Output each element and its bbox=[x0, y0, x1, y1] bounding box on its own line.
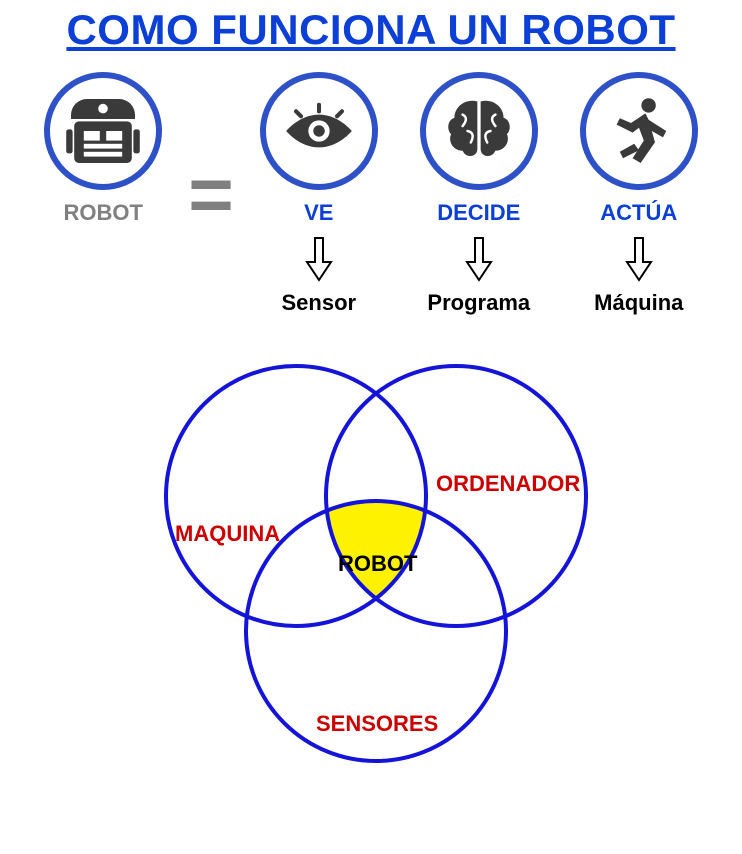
equals-sign: = bbox=[188, 135, 234, 253]
eye-circle bbox=[260, 72, 378, 190]
runner-icon bbox=[599, 91, 679, 171]
brain-circle bbox=[420, 72, 538, 190]
equation-row: ROBOT = VE Sensor bbox=[0, 72, 742, 316]
robot-circle bbox=[44, 72, 162, 190]
arrow-down-icon bbox=[464, 236, 494, 284]
venn-label-2: SENSORES bbox=[316, 711, 438, 737]
arrow-down-icon bbox=[304, 236, 334, 284]
ve-label: VE bbox=[304, 200, 333, 226]
decide-label: DECIDE bbox=[437, 200, 520, 226]
venn-diagram: MAQUINA ORDENADOR SENSORES ROBOT bbox=[0, 326, 742, 796]
robot-icon bbox=[63, 91, 143, 171]
venn-label-0: MAQUINA bbox=[175, 521, 280, 547]
decide-sublabel: Programa bbox=[427, 290, 530, 316]
brain-icon bbox=[438, 90, 520, 172]
ve-sublabel: Sensor bbox=[281, 290, 356, 316]
venn-center-label: ROBOT bbox=[338, 551, 417, 577]
equation-item-decide: DECIDE Programa bbox=[404, 72, 554, 316]
actua-label: ACTÚA bbox=[600, 200, 677, 226]
venn-center-fill bbox=[327, 501, 425, 598]
runner-circle bbox=[580, 72, 698, 190]
ve-arrow-group: Sensor bbox=[281, 232, 356, 316]
equation-item-actua: ACTÚA Máquina bbox=[564, 72, 714, 316]
eye-icon bbox=[278, 90, 360, 172]
equation-item-ve: VE Sensor bbox=[244, 72, 394, 316]
venn-circle-0 bbox=[166, 366, 426, 626]
equation-item-robot: ROBOT bbox=[28, 72, 178, 226]
page-title: COMO FUNCIONA UN ROBOT bbox=[0, 6, 742, 54]
venn-label-1: ORDENADOR bbox=[436, 471, 580, 497]
arrow-down-icon bbox=[624, 236, 654, 284]
robot-label: ROBOT bbox=[63, 200, 142, 226]
actua-sublabel: Máquina bbox=[594, 290, 683, 316]
decide-arrow-group: Programa bbox=[427, 232, 530, 316]
actua-arrow-group: Máquina bbox=[594, 232, 683, 316]
